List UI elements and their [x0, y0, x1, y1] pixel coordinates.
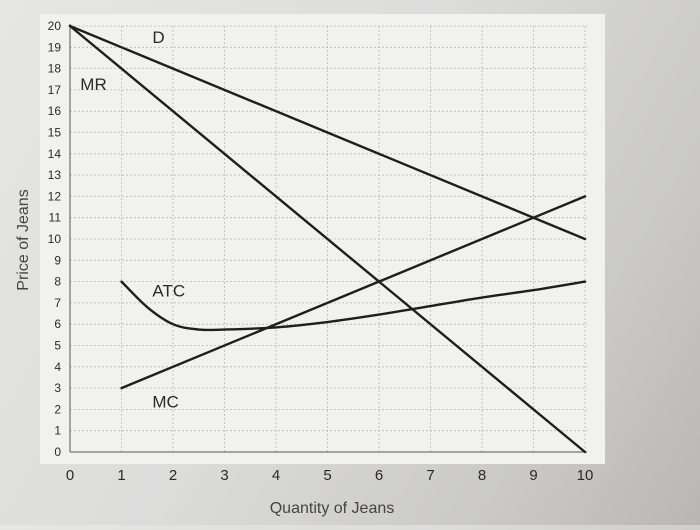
curve-label-mr: MR [80, 75, 106, 94]
y-tick-label: 18 [48, 62, 62, 76]
curve-label-mc: MC [152, 392, 178, 411]
y-tick-label: 4 [54, 360, 61, 374]
y-tick-label: 9 [54, 253, 61, 267]
series-line-atc [120, 280, 587, 332]
y-tick-label: 11 [49, 211, 62, 225]
x-tick-label: 4 [272, 467, 280, 484]
y-tick-label: 2 [54, 402, 61, 416]
y-tick-label: 0 [54, 445, 61, 459]
y-tick-label: 20 [48, 19, 62, 33]
y-tick-label: 5 [54, 339, 61, 353]
curve-labels: D MR ATC MC [80, 28, 185, 411]
y-axis-title: Price of Jeans [15, 189, 32, 290]
y-tick-label: 10 [48, 232, 62, 246]
y-tick-label: 7 [54, 296, 61, 310]
series-line-d [68, 24, 587, 241]
x-tick-label: 8 [478, 467, 486, 484]
y-tick-label: 6 [54, 317, 61, 331]
y-tick-label: 1 [54, 424, 61, 438]
y-tick-label: 13 [48, 168, 62, 182]
y-tick-label: 17 [48, 83, 62, 97]
y-tick-label: 12 [48, 189, 62, 203]
x-tick-label: 2 [169, 467, 177, 484]
y-tick-label: 16 [48, 104, 62, 118]
series-line-mr [68, 24, 587, 454]
y-tick-label: 15 [48, 126, 62, 140]
x-tick-label: 6 [375, 467, 383, 484]
curve-label-d: D [152, 28, 164, 47]
y-tick-label: 14 [48, 147, 62, 161]
x-tick-label: 10 [577, 467, 594, 484]
y-tick-label: 19 [48, 40, 62, 54]
series-line-mc [120, 195, 587, 390]
x-tick-label: 1 [117, 467, 125, 484]
x-tick-label: 7 [426, 467, 434, 484]
x-tick-label: 5 [323, 467, 331, 484]
y-tick-label: 3 [54, 381, 61, 395]
x-axis-title: Quantity of Jeans [270, 500, 395, 517]
series [68, 24, 587, 454]
x-tick-label: 0 [66, 467, 74, 484]
x-tick-label: 3 [220, 467, 228, 484]
x-tick-label: 9 [529, 467, 537, 484]
curve-label-atc: ATC [152, 282, 185, 301]
y-tick-label: 8 [54, 275, 61, 289]
